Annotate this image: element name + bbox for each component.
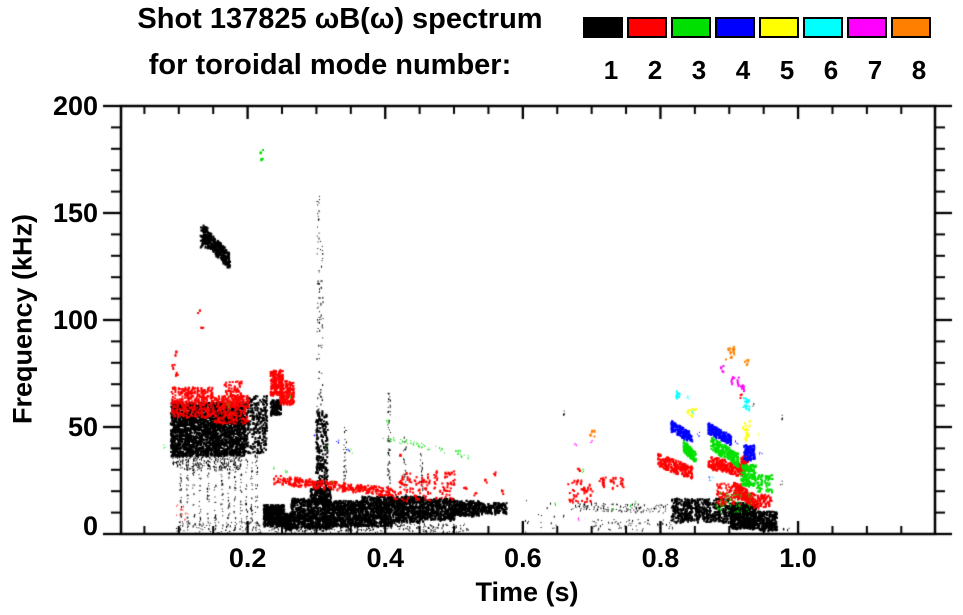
y-tick-label: 50 (67, 412, 98, 442)
legend-label-n8: 8 (911, 55, 927, 85)
legend-swatch-n2 (627, 17, 667, 38)
legend-swatch-n1 (583, 17, 623, 38)
legend-label-n7: 7 (867, 55, 883, 85)
legend-label-n3: 3 (691, 55, 707, 85)
legend-swatch-n3 (671, 17, 711, 38)
x-tick-label: 1.0 (779, 543, 817, 573)
legend-label-n4: 4 (735, 55, 751, 85)
legend-swatch-n6 (803, 17, 843, 38)
y-tick-label: 0 (82, 511, 98, 541)
legend-label-n5: 5 (779, 55, 795, 85)
legend-label-n2: 2 (647, 55, 663, 85)
x-tick-label: 0.4 (366, 543, 404, 573)
y-tick-label: 100 (52, 305, 98, 335)
y-tick-label: 200 (52, 91, 98, 121)
x-axis-label: Time (s) (475, 577, 579, 607)
legend-label-n6: 6 (823, 55, 839, 85)
legend-swatch-n7 (847, 17, 887, 38)
y-axis-label: Frequency (kHz) (7, 213, 38, 425)
chart-title-line2: for toroidal mode number: (148, 49, 512, 81)
legend-swatch-n5 (759, 17, 799, 38)
x-tick-label: 0.2 (228, 543, 267, 573)
legend-swatch-n4 (715, 17, 755, 38)
x-tick-label: 0.6 (504, 543, 542, 573)
chart-title-line1: Shot 137825 ωB(ω) spectrum (137, 3, 543, 35)
legend-label-n1: 1 (603, 55, 619, 85)
y-tick-label: 150 (52, 198, 98, 228)
legend-swatch-n8 (891, 17, 931, 38)
x-tick-label: 0.8 (641, 543, 680, 573)
